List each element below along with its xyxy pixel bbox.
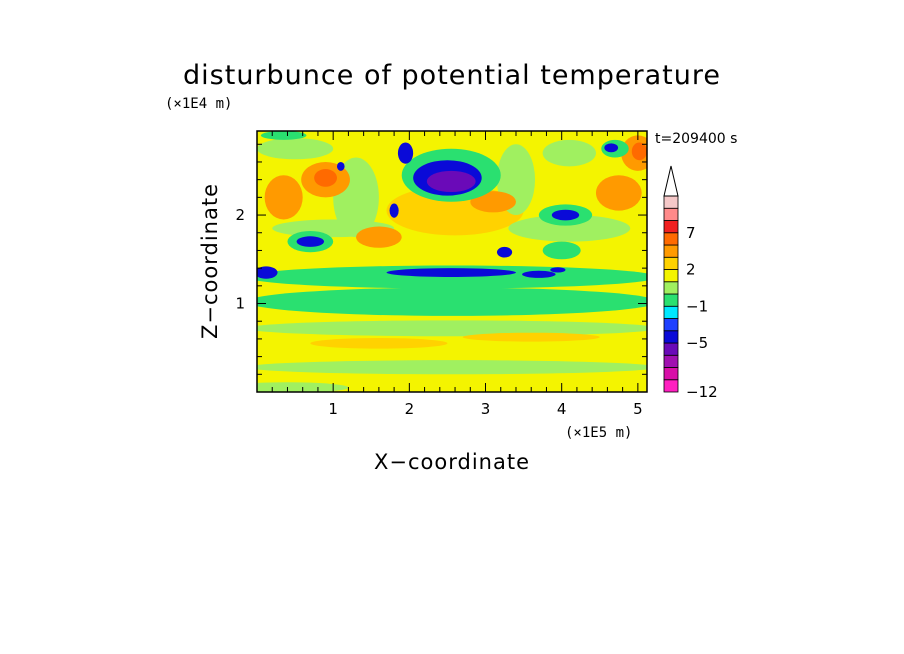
contour-cyan-band	[257, 287, 647, 316]
y-tick-label: 2	[235, 206, 245, 224]
contour-blue-dot2	[336, 161, 345, 171]
x-tick-label: 1	[328, 400, 338, 418]
contour-green-top-right	[542, 139, 596, 167]
contour-blue-band	[386, 268, 516, 277]
colorbar-swatch	[663, 256, 679, 270]
contour-orange-band-low	[310, 338, 448, 349]
contour-green-top	[257, 138, 334, 160]
colorbar-swatch	[663, 379, 679, 393]
y-axis-label: Z−coordinate	[198, 183, 222, 339]
y-axis: 12	[235, 143, 647, 375]
colorbar-swatch	[663, 342, 679, 356]
contour-cyan-mid-right	[542, 241, 581, 260]
colorbar-extend-arrow	[663, 165, 679, 197]
contour-red-core-left	[314, 169, 337, 187]
x-tick-label: 4	[557, 400, 567, 418]
colorbar-swatch	[663, 330, 679, 344]
plot-border	[256, 130, 648, 393]
contour-orange-core-mid	[470, 191, 516, 213]
contour-orange-core-right	[595, 175, 642, 211]
colorbar-tick-label: 2	[686, 261, 696, 279]
contour-regions	[257, 131, 647, 392]
time-label: t=209400 s	[655, 131, 737, 147]
colorbar-swatch	[663, 244, 679, 258]
contour-blue-mid	[496, 246, 513, 258]
contour-blue-right	[551, 209, 580, 221]
y-unit-label: (×1E4 m)	[165, 96, 232, 112]
x-axis-label: X−coordinate	[374, 450, 530, 474]
contour-orange-core-left2	[264, 175, 303, 220]
contour-blue-left	[296, 236, 325, 247]
contour-green-band-low	[257, 360, 647, 375]
contour-blue-dot	[389, 203, 399, 218]
contour-navy-core	[426, 170, 476, 193]
x-tick-label: 3	[481, 400, 491, 418]
contour-orange-band-low-right	[462, 332, 600, 342]
contour-blue-band-right	[522, 270, 556, 278]
colorbar-swatch	[663, 232, 679, 246]
colorbar-swatch	[663, 269, 679, 283]
contour-cyan-band-upper	[257, 265, 647, 289]
contour-green-wave	[508, 215, 631, 242]
x-tick-label: 2	[405, 400, 415, 418]
colorbar-swatch	[663, 281, 679, 295]
x-unit-label: (×1E5 m)	[565, 425, 632, 441]
colorbar-swatch	[663, 220, 679, 234]
colorbar-swatch	[663, 195, 679, 209]
colorbar-tick-label: −1	[686, 297, 708, 315]
contour-blue-band-left	[257, 266, 278, 279]
x-tick-label: 5	[633, 400, 643, 418]
y-tick-label: 1	[235, 295, 245, 313]
colorbar-swatch	[663, 207, 679, 221]
contour-blue-top	[397, 142, 414, 164]
contour-blue-band-right2	[550, 267, 566, 273]
colorbar-swatch	[663, 318, 679, 332]
colorbar-swatch	[663, 293, 679, 307]
contour-cyan-topleft	[260, 131, 307, 140]
chart-title: disturbunce of potential temperature	[183, 60, 721, 91]
plot-frame	[256, 130, 648, 393]
x-axis: 1 2 3 4 5	[271, 131, 643, 418]
contour-blue-topright	[604, 143, 619, 153]
colorbar-swatch	[663, 305, 679, 319]
colorbar-tick-label: −12	[686, 383, 718, 401]
colorbar-tick-label: 7	[686, 224, 696, 242]
contour-green-band	[257, 320, 647, 337]
contour-red-core-topright	[631, 142, 647, 161]
colorbar-swatch	[663, 354, 679, 368]
colorbar-swatch	[663, 367, 679, 381]
colorbar-tick-label: −5	[686, 334, 708, 352]
contour-orange-patch	[356, 226, 402, 248]
colorbar: −12−5−127	[663, 165, 718, 401]
